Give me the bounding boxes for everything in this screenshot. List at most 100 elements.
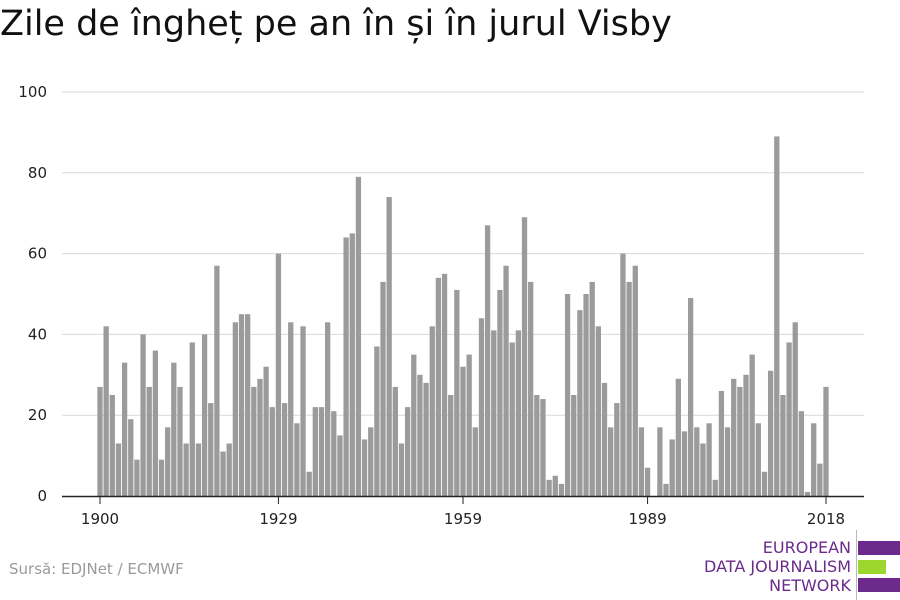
bar-1966 bbox=[503, 265, 509, 496]
bar-1926 bbox=[257, 378, 263, 496]
bar-1919 bbox=[214, 265, 220, 496]
bar-1948 bbox=[392, 386, 398, 496]
bar-1914 bbox=[183, 443, 189, 496]
bar-2002 bbox=[724, 427, 731, 496]
x-tick-label-1929: 1929 bbox=[259, 510, 297, 528]
x-tick-label-1900: 1900 bbox=[81, 510, 119, 528]
bar-1927 bbox=[263, 366, 269, 496]
bar-1993 bbox=[669, 439, 675, 496]
bar-1908 bbox=[146, 386, 152, 496]
bar-1989 bbox=[644, 467, 651, 496]
bar-1918 bbox=[208, 403, 214, 496]
y-tick-label-0: 0 bbox=[37, 487, 47, 505]
x-tick-label-1959: 1959 bbox=[444, 510, 482, 528]
bar-1975 bbox=[558, 483, 565, 496]
bar-1955 bbox=[435, 277, 442, 496]
logo-divider bbox=[856, 530, 857, 600]
bar-1959 bbox=[460, 366, 466, 496]
tick-labels: 0 20 40 60 80 100 1900 1929 1959 1989 2018 bbox=[18, 83, 845, 528]
bar-1949 bbox=[398, 443, 405, 496]
bar-1933 bbox=[300, 326, 306, 496]
bar-1976 bbox=[564, 294, 571, 496]
bar-1997 bbox=[694, 427, 700, 496]
bar-1909 bbox=[152, 350, 159, 496]
bar-1941 bbox=[349, 233, 355, 496]
bar-1998 bbox=[700, 443, 706, 496]
bar-1902 bbox=[109, 395, 115, 496]
bar-1964 bbox=[491, 330, 497, 496]
logo-text-line2: DATA JOURNALISM bbox=[704, 557, 851, 576]
bar-1980 bbox=[589, 281, 595, 496]
bar-1911 bbox=[165, 427, 171, 496]
bar-1928 bbox=[269, 407, 275, 496]
bar-1906 bbox=[134, 459, 140, 496]
bar-1910 bbox=[158, 459, 165, 496]
bar-1985 bbox=[620, 253, 626, 496]
bar-1916 bbox=[195, 443, 202, 496]
bar-2017 bbox=[817, 463, 823, 496]
bar-1992 bbox=[663, 483, 669, 496]
bar-1900 bbox=[97, 386, 103, 496]
bar-1903 bbox=[115, 443, 122, 496]
bar-1945 bbox=[374, 346, 380, 496]
bar-1944 bbox=[368, 427, 374, 496]
logo-text-line3: NETWORK bbox=[769, 576, 851, 595]
bar-1983 bbox=[608, 427, 614, 496]
bar-1951 bbox=[411, 354, 417, 496]
bar-1932 bbox=[294, 423, 300, 496]
bar-1912 bbox=[171, 362, 177, 496]
logo-text-line1: EUROPEAN bbox=[762, 538, 851, 557]
bar-1917 bbox=[201, 334, 208, 496]
bar-1962 bbox=[478, 318, 485, 496]
bar-1907 bbox=[140, 334, 146, 496]
bars bbox=[97, 136, 829, 497]
bar-1943 bbox=[361, 439, 368, 496]
bar-2008 bbox=[761, 471, 768, 496]
y-tick-label-20: 20 bbox=[28, 406, 47, 424]
bar-1925 bbox=[251, 386, 257, 496]
bar-1922 bbox=[232, 322, 238, 496]
bar-1936 bbox=[318, 407, 325, 496]
bar-2001 bbox=[718, 390, 725, 496]
bar-1979 bbox=[583, 294, 589, 496]
bar-1921 bbox=[226, 443, 232, 496]
bar-1923 bbox=[238, 314, 245, 496]
bar-1978 bbox=[577, 310, 583, 496]
bar-1988 bbox=[638, 427, 645, 496]
bar-2014 bbox=[798, 411, 805, 496]
bar-1924 bbox=[245, 314, 251, 496]
bar-1984 bbox=[614, 403, 620, 496]
x-tick-label-2018: 2018 bbox=[807, 510, 845, 528]
bar-1915 bbox=[189, 342, 195, 496]
bar-1956 bbox=[441, 273, 448, 496]
axes bbox=[62, 495, 864, 504]
bar-1977 bbox=[571, 395, 577, 496]
bar-2011 bbox=[780, 395, 786, 496]
bar-1934 bbox=[306, 471, 312, 496]
bar-1947 bbox=[386, 197, 392, 497]
bar-2006 bbox=[749, 354, 755, 496]
bar-1972 bbox=[540, 399, 546, 496]
bar-1994 bbox=[675, 378, 681, 496]
bar-1938 bbox=[331, 411, 337, 496]
logo-bar-purple-top bbox=[858, 541, 900, 555]
y-tick-label-40: 40 bbox=[28, 325, 47, 343]
bar-1913 bbox=[177, 386, 183, 496]
bar-1967 bbox=[509, 342, 515, 496]
bar-1961 bbox=[472, 427, 478, 496]
bar-1965 bbox=[497, 289, 503, 496]
bar-1958 bbox=[454, 289, 460, 496]
bar-1930 bbox=[281, 403, 288, 496]
bar-1904 bbox=[121, 362, 128, 496]
bar-2012 bbox=[786, 342, 792, 496]
bar-2003 bbox=[731, 378, 737, 496]
chart-title: Zile de îngheț pe an în și în jurul Visb… bbox=[0, 4, 672, 44]
bar-2013 bbox=[792, 322, 798, 496]
bar-1942 bbox=[355, 176, 362, 496]
logo-bar-green bbox=[858, 560, 886, 574]
bar-1905 bbox=[128, 419, 134, 496]
bar-1995 bbox=[681, 431, 688, 496]
bar-1935 bbox=[312, 407, 318, 496]
bar-1931 bbox=[288, 322, 294, 496]
